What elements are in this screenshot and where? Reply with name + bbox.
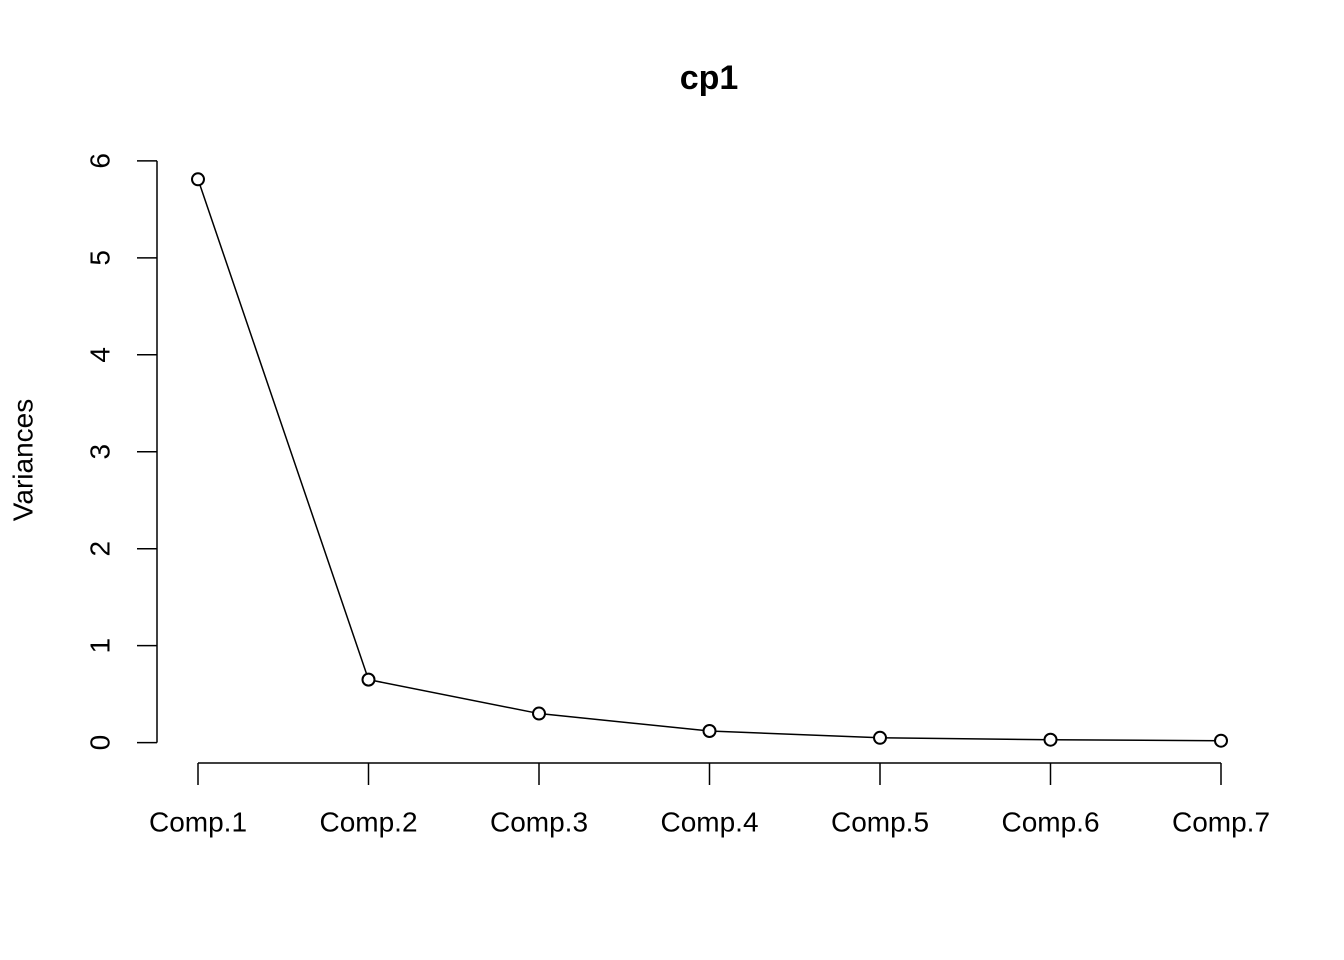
x-tick-label: Comp.2 bbox=[319, 806, 417, 837]
y-axis-label: Variances bbox=[7, 399, 38, 521]
data-point bbox=[191, 172, 205, 187]
y-tick-label: 4 bbox=[84, 347, 115, 363]
data-point bbox=[1214, 733, 1228, 748]
data-point bbox=[532, 706, 546, 721]
y-tick-label: 0 bbox=[84, 735, 115, 751]
y-tick-label: 5 bbox=[84, 250, 115, 266]
x-tick-label: Comp.7 bbox=[1172, 806, 1270, 837]
chart-title: cp1 bbox=[680, 59, 739, 97]
x-tick-label: Comp.4 bbox=[660, 806, 758, 837]
data-point bbox=[873, 730, 887, 745]
y-tick-label: 1 bbox=[84, 638, 115, 654]
y-tick-label: 6 bbox=[84, 153, 115, 169]
x-tick-label: Comp.6 bbox=[1001, 806, 1099, 837]
x-tick-label: Comp.5 bbox=[831, 806, 929, 837]
x-tick-label: Comp.3 bbox=[490, 806, 588, 837]
data-point bbox=[361, 672, 376, 687]
y-tick-label: 2 bbox=[84, 541, 115, 557]
x-tick-label: Comp.1 bbox=[149, 806, 247, 837]
data-point bbox=[1043, 732, 1058, 747]
y-tick-label: 3 bbox=[84, 444, 115, 460]
data-point bbox=[702, 724, 717, 739]
